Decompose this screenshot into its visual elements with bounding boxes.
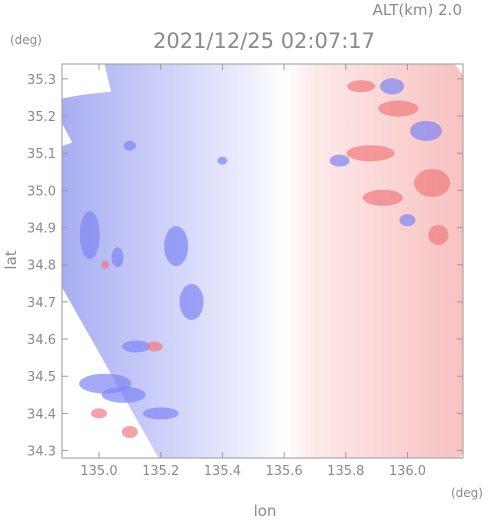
x-tick-label: 135.2	[142, 464, 179, 479]
radar-echo	[62, 64, 463, 458]
y-tick-label: 34.5	[27, 370, 56, 385]
y-unit-label: (deg)	[10, 33, 42, 47]
plot-frame	[61, 63, 464, 459]
echo-cell	[179, 283, 204, 320]
x-tick-label: 135.4	[204, 464, 241, 479]
y-tick-label: 34.4	[27, 407, 56, 422]
echo-cell	[111, 247, 124, 268]
x-tick-label: 135.0	[80, 464, 117, 479]
y-tick-label: 34.9	[27, 222, 56, 237]
echo-field	[62, 64, 463, 458]
x-tick-label: 136.0	[389, 464, 426, 479]
echo-cell	[123, 140, 136, 151]
x-unit-label: (deg)	[451, 486, 483, 500]
x-tick-label: 135.8	[327, 464, 364, 479]
echo-cell	[101, 260, 110, 269]
echo-cell	[346, 145, 395, 162]
y-axis-label: lat	[2, 250, 20, 269]
y-tick-label: 34.6	[27, 333, 56, 348]
echo-cell	[122, 340, 151, 353]
echo-cell	[146, 341, 163, 352]
echo-cell	[329, 154, 350, 167]
x-tick-label: 135.6	[265, 464, 302, 479]
echo-cell	[409, 120, 442, 141]
echo-cell	[164, 226, 189, 267]
chart-title: 2021/12/25 02:07:17	[153, 29, 375, 53]
echo-cell	[362, 189, 403, 206]
echo-cell	[414, 168, 451, 197]
echo-cell	[347, 80, 376, 93]
y-tick-label: 35.1	[27, 147, 56, 162]
echo-cell	[217, 156, 228, 165]
y-tick-label: 35.0	[27, 184, 56, 199]
echo-cell	[378, 100, 419, 117]
echo-cell	[399, 214, 416, 227]
altitude-label: ALT(km) 2.0	[373, 1, 462, 19]
y-tick-label: 34.7	[27, 296, 56, 311]
axes-ticks: 135.0 135.2 135.4 135.6 135.8 136.0 34.3 34.4 34…	[27, 64, 463, 479]
echo-cell	[79, 210, 100, 259]
echo-cell	[428, 224, 449, 245]
y-tick-label: 35.3	[27, 73, 56, 88]
echo-cell	[380, 78, 405, 95]
echo-cell	[142, 407, 179, 420]
echo-cell	[101, 386, 146, 403]
y-tick-label: 35.2	[27, 110, 56, 125]
y-tick-label: 34.3	[27, 445, 56, 460]
echo-cell	[91, 408, 108, 419]
x-axis-label: lon	[254, 502, 277, 520]
echo-cell	[121, 425, 138, 438]
y-tick-label: 34.8	[27, 259, 56, 274]
